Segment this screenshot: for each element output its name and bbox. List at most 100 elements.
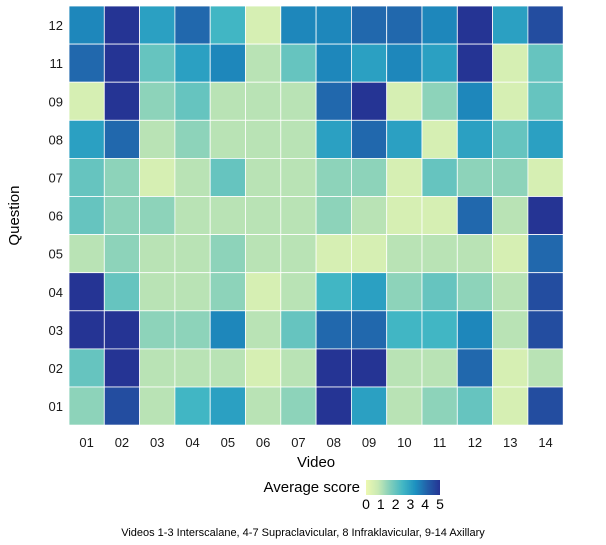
y-tick-label: 03: [49, 323, 63, 338]
legend-tick-label: 2: [392, 496, 400, 512]
x-tick-label: 11: [433, 435, 447, 450]
heatmap-cell-q03-v14: [527, 310, 564, 350]
heatmap-cell-q04-v02: [103, 272, 141, 312]
x-tick-label: 13: [503, 435, 517, 450]
heatmap-cell-q12-v06: [245, 5, 282, 45]
heatmap-cell-q02-v11: [421, 348, 458, 388]
heatmap-cell-q11-v07: [280, 43, 317, 83]
heatmap-cell-q01-v05: [209, 386, 246, 426]
heatmap-cell-q05-v03: [139, 234, 176, 274]
heatmap-cell-q02-v03: [139, 348, 176, 388]
heatmap-cell-q03-v01: [68, 310, 105, 350]
heatmap-cell-q04-v09: [350, 272, 388, 312]
heatmap-cell-q06-v03: [139, 196, 176, 235]
heatmap-cell-q04-v13: [492, 272, 529, 312]
heatmap-cell-q07-v08: [315, 157, 352, 197]
heatmap-cell-q08-v04: [174, 119, 211, 159]
heatmap-cell-q05-v12: [456, 234, 493, 274]
heatmap-cell-q01-v09: [350, 386, 388, 426]
heatmap-cell-q08-v14: [527, 119, 564, 159]
heatmap-cell-q04-v07: [280, 272, 317, 312]
heatmap-cell-q09-v01: [68, 81, 105, 121]
heatmap-cell-q04-v12: [456, 272, 493, 312]
heatmap-cell-q11-v04: [174, 43, 211, 83]
heatmap-cell-q06-v14: [527, 196, 564, 235]
heatmap-cell-q06-v08: [315, 196, 352, 235]
heatmap-cell-q09-v02: [103, 81, 141, 121]
heatmap-cells: [68, 5, 564, 426]
y-tick-label: 04: [49, 285, 63, 300]
x-tick-label: 07: [291, 435, 305, 450]
heatmap-cell-q01-v02: [103, 386, 141, 426]
heatmap-cell-q01-v10: [386, 386, 423, 426]
heatmap-cell-q07-v14: [527, 157, 564, 197]
heatmap-cell-q04-v03: [139, 272, 176, 312]
heatmap-cell-q08-v03: [139, 119, 176, 159]
heatmap-cell-q01-v04: [174, 386, 211, 426]
heatmap-cell-q07-v10: [386, 157, 423, 197]
heatmap-cell-q09-v03: [139, 81, 176, 121]
heatmap-cell-q11-v11: [421, 43, 458, 83]
heatmap-cell-q07-v02: [103, 157, 141, 197]
heatmap-cell-q11-v01: [68, 43, 105, 83]
legend-tick-label: 3: [407, 496, 415, 512]
heatmap-cell-q05-v01: [68, 234, 105, 274]
heatmap-cell-q02-v04: [174, 348, 211, 388]
heatmap-cell-q01-v07: [280, 386, 317, 426]
x-tick-labels: 01 02 03 04 05 06 07 08 09 10 11 12 13 14: [79, 435, 552, 450]
heatmap-cell-q09-v04: [174, 81, 211, 121]
heatmap-cell-q05-v05: [209, 234, 246, 274]
heatmap-cell-q12-v13: [492, 5, 529, 45]
heatmap-cell-q09-v08: [315, 81, 352, 121]
heatmap-cell-q09-v11: [421, 81, 458, 121]
heatmap-cell-q02-v09: [350, 348, 388, 388]
heatmap-cell-q04-v11: [421, 272, 458, 312]
heatmap-cell-q08-v01: [68, 119, 105, 159]
heatmap-cell-q01-v08: [315, 386, 352, 426]
heatmap-cell-q07-v09: [350, 157, 388, 197]
heatmap-cell-q09-v10: [386, 81, 423, 121]
heatmap-cell-q12-v09: [350, 5, 388, 45]
heatmap-cell-q03-v06: [245, 310, 282, 350]
heatmap-cell-q12-v11: [421, 5, 458, 45]
heatmap-cell-q12-v08: [315, 5, 352, 45]
x-tick-label: 10: [397, 435, 411, 450]
x-tick-label: 02: [115, 435, 129, 450]
legend-tick-label: 0: [362, 496, 370, 512]
heatmap-cell-q03-v03: [139, 310, 176, 350]
heatmap-cell-q05-v07: [280, 234, 317, 274]
heatmap-cell-q04-v05: [209, 272, 246, 312]
heatmap-cell-q06-v11: [421, 196, 458, 235]
heatmap-cell-q08-v13: [492, 119, 529, 159]
heatmap-cell-q05-v09: [350, 234, 388, 274]
y-tick-label: 08: [49, 132, 63, 147]
heatmap-cell-q12-v12: [456, 5, 493, 45]
heatmap-cell-q08-v08: [315, 119, 352, 159]
x-tick-label: 14: [538, 435, 552, 450]
heatmap-cell-q06-v09: [350, 196, 388, 235]
heatmap-cell-q07-v03: [139, 157, 176, 197]
x-tick-label: 12: [468, 435, 482, 450]
legend-tick-label: 4: [421, 496, 429, 512]
heatmap-cell-q06-v07: [280, 196, 317, 235]
heatmap-cell-q06-v04: [174, 196, 211, 235]
heatmap-cell-q12-v07: [280, 5, 317, 45]
y-tick-label: 11: [50, 56, 64, 71]
heatmap-cell-q08-v07: [280, 119, 317, 159]
heatmap-cell-q03-v05: [209, 310, 246, 350]
heatmap-cell-q03-v13: [492, 310, 529, 350]
heatmap-cell-q05-v13: [492, 234, 529, 274]
heatmap-cell-q05-v04: [174, 234, 211, 274]
heatmap-cell-q05-v11: [421, 234, 458, 274]
x-tick-label: 01: [79, 435, 93, 450]
heatmap-cell-q12-v01: [68, 5, 105, 45]
heatmap-cell-q03-v04: [174, 310, 211, 350]
heatmap-cell-q01-v12: [456, 386, 493, 426]
heatmap-cell-q11-v13: [492, 43, 529, 83]
heatmap-cell-q12-v14: [527, 5, 564, 45]
heatmap-cell-q08-v11: [421, 119, 458, 159]
y-tick-label: 09: [49, 94, 63, 109]
y-tick-label: 12: [49, 18, 63, 33]
